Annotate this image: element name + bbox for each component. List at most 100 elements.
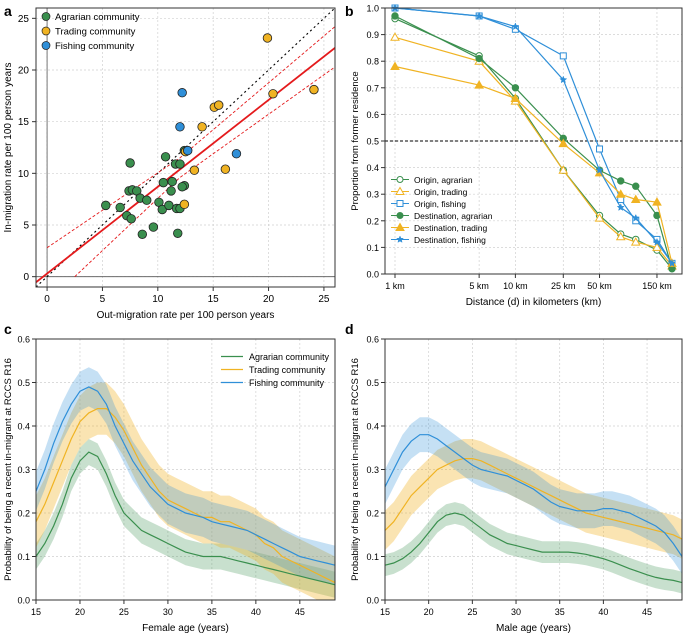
scatter-point-trading — [262, 33, 273, 43]
data-point — [475, 11, 484, 20]
regression-line — [36, 47, 335, 283]
identity-line — [36, 8, 335, 287]
plot-frame-a — [35, 7, 336, 288]
y-tick-label: 0.2 — [17, 509, 30, 519]
scatter-point-trading — [214, 100, 224, 110]
data-point — [511, 22, 520, 31]
scatter-point-agrarian — [142, 195, 152, 205]
scatter-point-trading — [189, 165, 200, 175]
scatter-point-fishing — [183, 145, 193, 156]
ci-band-agrarian — [36, 439, 335, 598]
y-tick-label: 0.7 — [366, 83, 379, 93]
series-line-trading — [394, 65, 673, 264]
ci-lower-line — [74, 66, 335, 277]
y-axis-label: Proportion from former residence — [350, 71, 361, 210]
data-point — [652, 237, 662, 246]
mean-line-agrarian — [384, 512, 683, 584]
legend-label: Destination, fishing — [414, 235, 486, 245]
x-tick-label: 5 — [100, 294, 106, 305]
x-tick-label: 150 km — [642, 281, 672, 291]
data-point — [559, 75, 568, 84]
y-axis-label: Probability of being a recent in-migrant… — [350, 358, 361, 581]
panel-label-c: c — [4, 321, 12, 337]
x-axis-label: Male age (years) — [496, 623, 571, 634]
legend-label: Destination, agrarian — [414, 211, 493, 221]
scatter-point-agrarian — [173, 228, 183, 238]
data-point — [652, 197, 662, 206]
y-tick-label: 15 — [18, 117, 30, 128]
y-tick-label: 0.9 — [366, 30, 379, 40]
legend-marker — [396, 176, 404, 183]
legend-label: Fishing community — [249, 378, 325, 388]
data-point — [511, 84, 520, 92]
y-tick-label: 0.6 — [17, 335, 30, 345]
ci-band-agrarian — [385, 502, 682, 594]
y-tick-label: 20 — [18, 66, 30, 77]
x-tick-label: 10 — [152, 294, 164, 305]
plot-area-a — [36, 8, 335, 287]
scatter-point-trading — [309, 84, 319, 95]
legend-label: Destination, trading — [414, 223, 488, 233]
y-tick-label: 0.5 — [17, 378, 30, 388]
data-point — [630, 237, 641, 246]
mean-line-fishing — [384, 434, 683, 557]
legend-marker — [396, 212, 404, 219]
x-tick-label: 25 km — [551, 281, 576, 291]
scatter-point-agrarian — [158, 177, 169, 188]
x-tick-label: 25 — [318, 294, 330, 305]
scatter-point-agrarian — [166, 186, 176, 196]
data-point — [510, 93, 521, 102]
y-axis-label: Probability of being a recent in-migrant… — [3, 358, 14, 581]
y-tick-label: 0.4 — [366, 163, 379, 173]
legend-marker — [396, 200, 404, 207]
data-point — [594, 213, 605, 222]
data-point — [390, 61, 400, 71]
scatter-point-trading — [220, 164, 231, 174]
ci-upper-line — [46, 26, 335, 249]
y-tick-label: 0.3 — [366, 190, 379, 200]
scatter-point-agrarian — [115, 202, 125, 213]
x-tick-label: 30 — [511, 607, 521, 617]
x-tick-label: 45 — [295, 607, 305, 617]
y-tick-label: 0.6 — [366, 110, 379, 120]
x-tick-label: 5 km — [469, 281, 489, 291]
x-tick-label: 25 — [467, 607, 477, 617]
ci-band-fishing — [385, 417, 682, 574]
scatter-point-agrarian — [148, 222, 159, 232]
y-tick-label: 1.0 — [366, 4, 379, 14]
y-tick-label: 0.0 — [366, 596, 379, 606]
ci-band-trading — [385, 439, 682, 559]
scatter-point-agrarian — [126, 214, 136, 224]
x-axis-label: Out-migration rate per 100 person years — [97, 310, 275, 321]
legend-label: Origin, trading — [414, 187, 468, 197]
y-tick-label: 0.4 — [17, 422, 30, 432]
scatter-point-trading — [268, 89, 278, 99]
data-point — [475, 54, 483, 63]
y-tick-label: 0.1 — [366, 243, 379, 253]
data-point — [615, 231, 626, 241]
legend-marker — [41, 12, 51, 21]
data-point — [617, 177, 625, 185]
y-tick-label: 0.8 — [366, 57, 379, 67]
data-point — [630, 194, 641, 204]
x-tick-label: 50 km — [587, 281, 612, 291]
data-point — [390, 32, 400, 41]
scatter-point-agrarian — [125, 158, 135, 168]
mean-line-trading — [35, 408, 336, 584]
x-tick-label: 15 — [380, 607, 390, 617]
data-point — [391, 12, 399, 20]
scatter-point-fishing — [231, 148, 242, 159]
y-tick-label: 5 — [23, 221, 29, 232]
panel-label-d: d — [345, 321, 354, 337]
data-point — [559, 52, 567, 60]
mean-line-trading — [384, 458, 683, 540]
y-tick-label: 0.1 — [366, 552, 379, 562]
scatter-point-agrarian — [137, 229, 148, 240]
ci-band-trading — [36, 382, 335, 600]
panel-a-scatter: 0 5 10 15 20 25 0 5 10 15 20 25 Out-migration rate p… — [3, 7, 336, 321]
x-tick-label: 30 — [163, 607, 173, 617]
legend-label: Agrarian community — [55, 12, 140, 23]
scatter-point-agrarian — [177, 182, 187, 192]
x-tick-label: 40 — [598, 607, 608, 617]
